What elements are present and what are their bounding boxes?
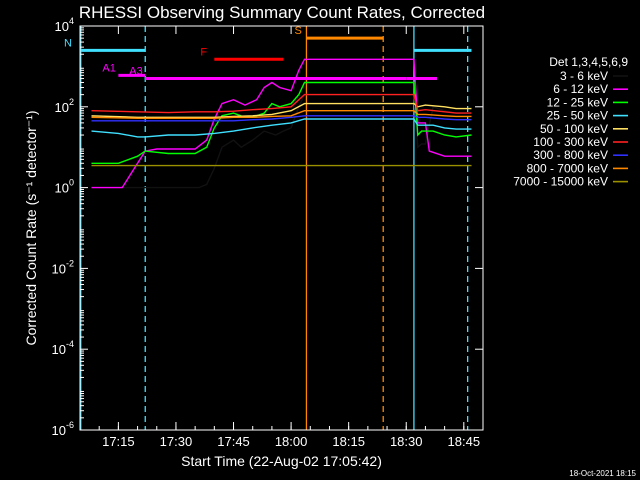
y-tick-label-1: 102 [55,97,74,115]
series-line-5 [91,93,472,114]
flag-label-S: S [294,25,301,37]
x-tick-label-4: 18:15 [332,434,365,449]
y-tick-label-2: 100 [55,178,74,196]
legend-label-3: 25 - 50 keV [547,109,608,123]
chart-title: RHESSI Observing Summary Count Rates, Co… [79,3,485,22]
x-tick-label-5: 18:30 [390,434,423,449]
x-tick-label-1: 17:30 [160,434,193,449]
legend-label-6: 300 - 800 keV [533,148,608,162]
legend-label-8: 7000 - 15000 keV [513,175,608,189]
flag-label-N: N [64,37,72,49]
footer-timestamp: 18-Oct-2021 18:15 [569,469,636,478]
flag-label-A3: A3 [129,66,142,78]
x-tick-label-2: 17:45 [217,434,250,449]
y-tick-label-4: 10-4 [52,339,74,357]
x-tick-label-0: 17:15 [102,434,135,449]
legend-label-1: 6 - 12 keV [553,82,608,96]
legend-label-2: 12 - 25 keV [547,95,608,109]
legend-title: Det 1,3,4,5,6,9 [549,55,628,69]
y-axis-label: Corrected Count Rate (s⁻¹ detector⁻¹) [23,111,39,346]
series-line-1 [91,58,472,189]
y-tick-label-3: 10-2 [52,258,74,276]
legend-label-5: 100 - 300 keV [533,135,608,149]
series-line-7 [91,109,472,120]
y-tick-label-5: 10-6 [52,420,74,438]
legend-label-7: 800 - 7000 keV [527,161,608,175]
flag-label-A1: A1 [102,62,115,74]
series-line-0 [91,93,472,189]
x-tick-label-6: 18:45 [448,434,481,449]
plot-frame [79,25,484,431]
legend-label-0: 3 - 6 keV [560,69,608,83]
x-axis-label: Start Time (22-Aug-02 17:05:42) [181,453,382,469]
x-tick-label-3: 18:00 [275,434,308,449]
series-line-3 [91,118,472,138]
y-tick-label-0: 104 [55,16,74,34]
series-line-6 [91,115,472,122]
legend-label-4: 50 - 100 keV [540,122,608,136]
series-line-4 [91,102,472,119]
flag-label-F: F [200,46,207,58]
